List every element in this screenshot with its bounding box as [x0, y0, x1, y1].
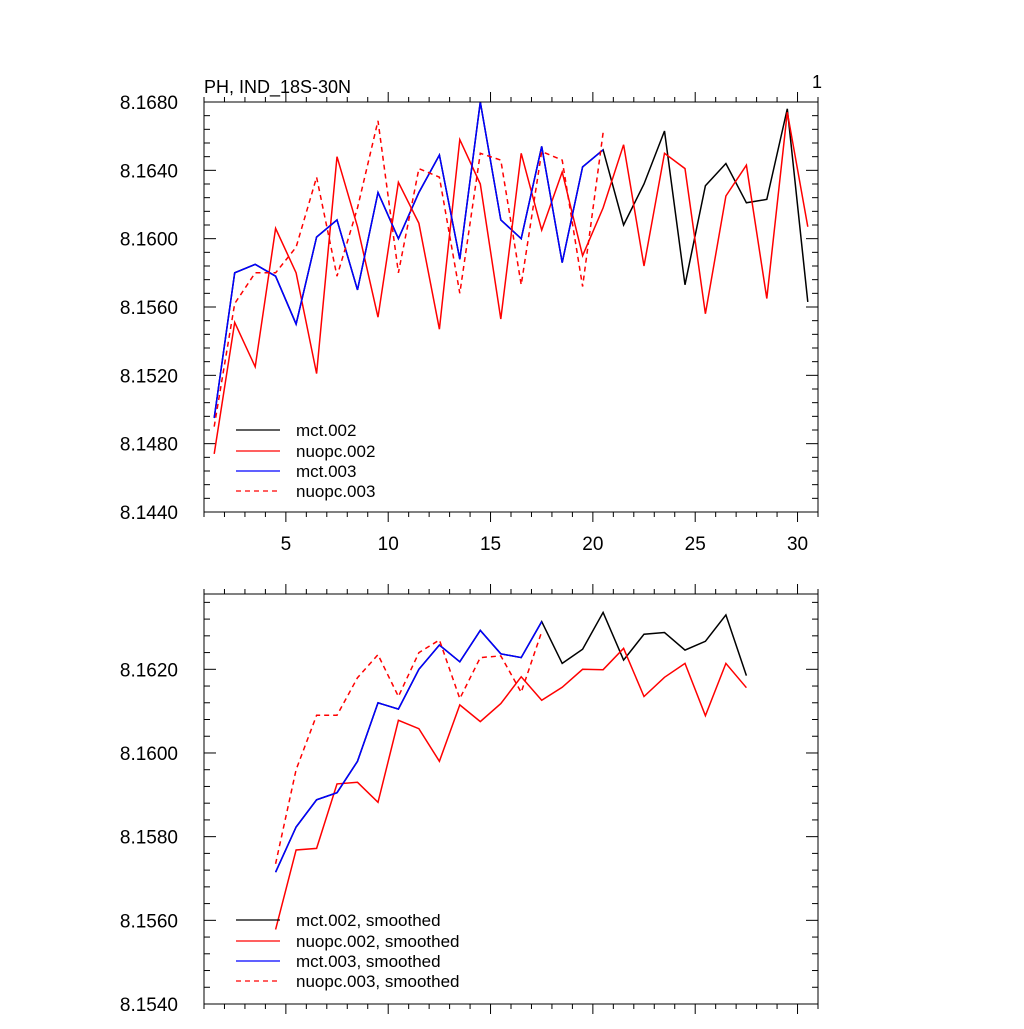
series-line-mct-002-smoothed: [274, 610, 748, 873]
top-panel-ticks: 5 10 15 20 25 30 8.1440 8.1480 8.1520 8.1560 8.160…: [120, 92, 819, 555]
series-line-nuopc-002: [213, 112, 809, 455]
legend-label-nuopc-002: nuopc.002: [296, 442, 375, 461]
series-line-nuopc-003: [213, 120, 604, 427]
legend-label-nuopc-002-smoothed: nuopc.002, smoothed: [296, 932, 460, 951]
y-tick-label: 8.1480: [120, 435, 178, 456]
series-line-mct-002: [213, 101, 809, 419]
x-tick-label: 30: [787, 534, 808, 555]
x-tick-label: 5: [281, 534, 292, 555]
legend-label-mct-002: mct.002: [296, 421, 356, 440]
top-panel-corner-label: 1: [812, 72, 822, 92]
bottom-panel-frame: [203, 593, 819, 1005]
bottom-panel: 8.1540 8.1560 8.1580 8.1600 8.1620 mct.002, …: [120, 584, 819, 1016]
y-tick-label: 8.1560: [120, 911, 178, 932]
x-tick-label: 25: [685, 534, 706, 555]
bottom-panel-ticks: 8.1540 8.1560 8.1580 8.1600 8.1620: [120, 584, 819, 1016]
legend-label-nuopc-003: nuopc.003: [296, 482, 375, 501]
legend-label-nuopc-003-smoothed: nuopc.003, smoothed: [296, 972, 460, 991]
series-line-mct-003: [213, 101, 604, 419]
x-tick-label: 15: [480, 534, 501, 555]
top-panel-legend: mct.002 nuopc.002 mct.003 nuopc.003: [236, 421, 375, 501]
legend-label-mct-002-smoothed: mct.002, smoothed: [296, 911, 441, 930]
y-tick-label: 8.1560: [120, 298, 178, 319]
y-tick-label: 8.1600: [120, 230, 178, 251]
y-tick-label: 8.1640: [120, 161, 178, 182]
top-panel-frame: [203, 101, 819, 513]
y-tick-label: 8.1540: [120, 995, 178, 1016]
y-tick-label: 8.1580: [120, 828, 178, 849]
bottom-panel-legend: mct.002, smoothed nuopc.002, smoothed mc…: [236, 911, 460, 991]
x-tick-label: 10: [378, 534, 399, 555]
y-tick-label: 8.1440: [120, 503, 178, 524]
y-tick-label: 8.1680: [120, 93, 178, 114]
series-line-nuopc-002-smoothed: [274, 647, 747, 930]
legend-label-mct-003-smoothed: mct.003, smoothed: [296, 952, 441, 971]
top-panel-title: PH, IND_18S-30N: [204, 77, 351, 98]
series-line-mct-003-smoothed: [274, 621, 543, 873]
series-line-nuopc-003-smoothed: [274, 631, 543, 864]
y-tick-label: 8.1520: [120, 366, 178, 387]
top-panel: PH, IND_18S-30N 1 5 10 15 20 25 30 8.1440 8.148…: [120, 72, 822, 555]
x-tick-label: 20: [582, 534, 603, 555]
legend-label-mct-003: mct.003: [296, 462, 356, 481]
y-tick-label: 8.1600: [120, 744, 178, 765]
top-panel-series: [213, 101, 809, 455]
bottom-panel-series: [274, 610, 748, 930]
y-tick-label: 8.1620: [120, 660, 178, 681]
